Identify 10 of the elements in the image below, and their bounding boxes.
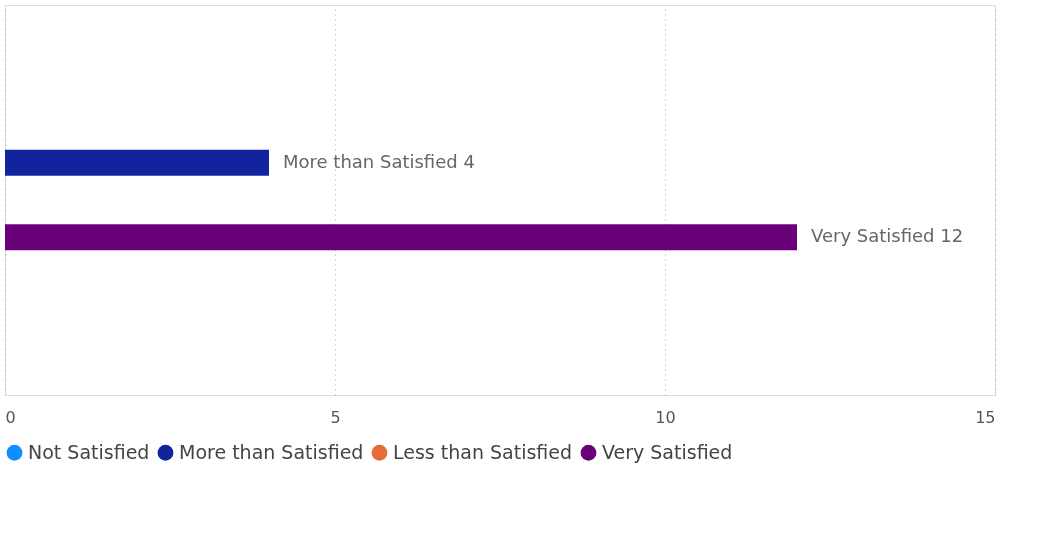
- legend-label: More than Satisfied: [179, 440, 364, 463]
- legend-label: Not Satisfied: [28, 440, 150, 463]
- x-tick-label: 5: [330, 407, 341, 427]
- data-label: Very Satisfied 12: [811, 225, 964, 247]
- legend-label: Very Satisfied: [602, 440, 733, 463]
- x-tick-label: 10: [655, 407, 676, 427]
- x-tick-label: 0: [5, 407, 16, 427]
- data-label: More than Satisfied 4: [283, 150, 475, 172]
- x-tick-label: 15: [975, 407, 996, 427]
- legend-label: Less than Satisfied: [393, 440, 573, 463]
